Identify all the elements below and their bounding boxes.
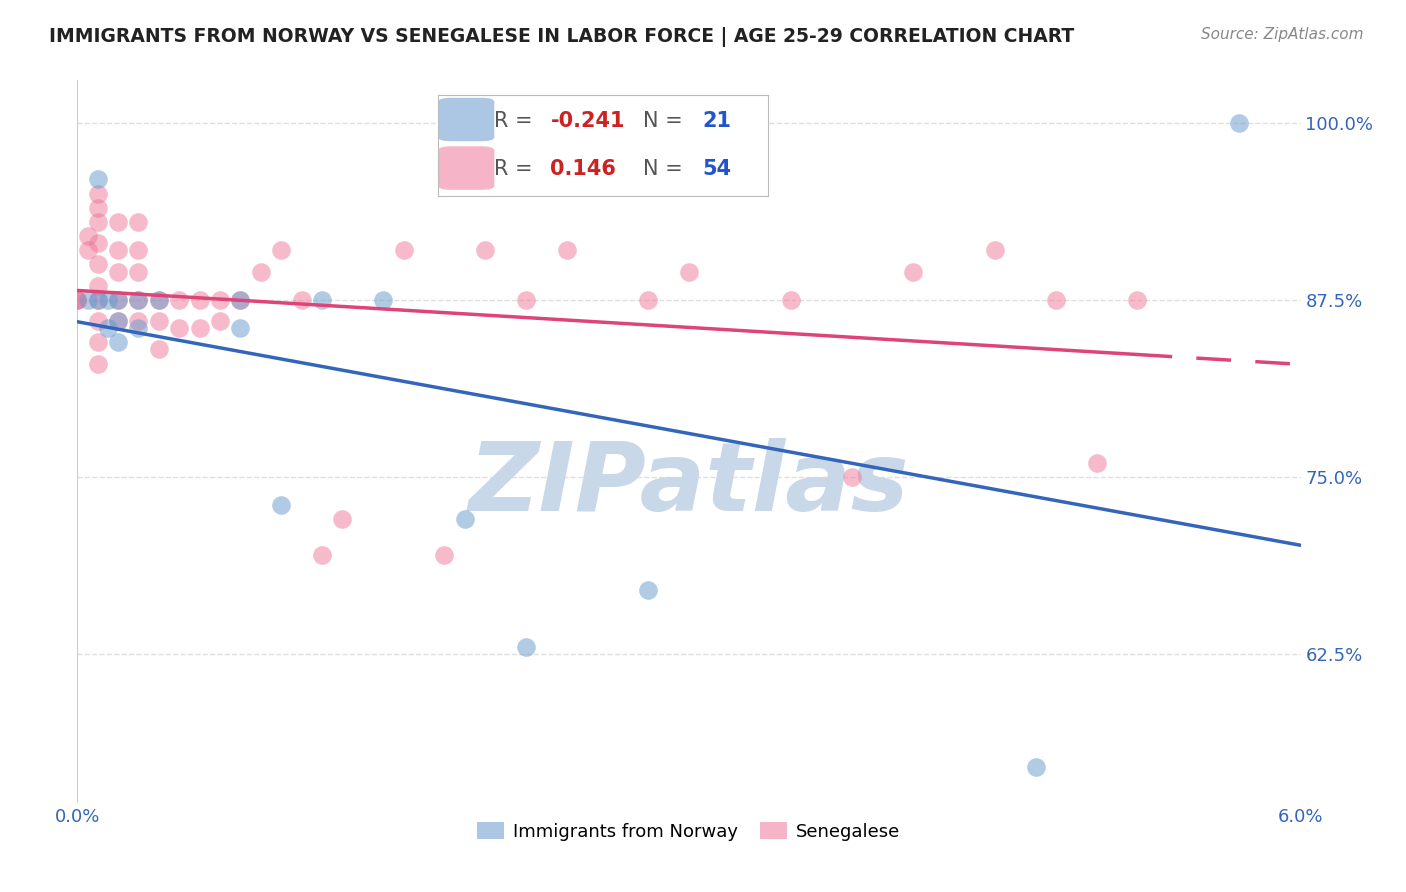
Point	[311, 293, 333, 307]
Point	[515, 640, 537, 654]
Point	[107, 293, 129, 307]
Text: IMMIGRANTS FROM NORWAY VS SENEGALESE IN LABOR FORCE | AGE 25-29 CORRELATION CHAR: IMMIGRANTS FROM NORWAY VS SENEGALESE IN …	[49, 27, 1074, 46]
Legend: Immigrants from Norway, Senegalese: Immigrants from Norway, Senegalese	[470, 814, 908, 848]
Point	[107, 215, 129, 229]
Point	[454, 512, 477, 526]
Point	[515, 293, 537, 307]
Point	[128, 264, 150, 278]
Point	[87, 201, 110, 215]
Point	[148, 343, 170, 357]
Point	[87, 314, 110, 328]
Point	[188, 293, 211, 307]
Point	[148, 314, 170, 328]
Point	[66, 293, 89, 307]
Point	[1045, 293, 1067, 307]
Point	[984, 244, 1007, 258]
Point	[332, 512, 354, 526]
Point	[169, 321, 191, 335]
Point	[87, 293, 110, 307]
Point	[128, 293, 150, 307]
Point	[1085, 456, 1108, 470]
Point	[87, 172, 110, 186]
Point	[87, 186, 110, 201]
Point	[76, 244, 98, 258]
Point	[97, 293, 120, 307]
Point	[128, 314, 150, 328]
Point	[637, 293, 659, 307]
Point	[107, 335, 129, 350]
Point	[107, 244, 129, 258]
Point	[780, 293, 803, 307]
Point	[87, 335, 110, 350]
Point	[107, 264, 129, 278]
Point	[555, 244, 578, 258]
Point	[371, 293, 394, 307]
Point	[87, 278, 110, 293]
Text: ZIPatlas: ZIPatlas	[468, 438, 910, 532]
Point	[270, 498, 292, 512]
Point	[311, 548, 333, 562]
Text: Source: ZipAtlas.com: Source: ZipAtlas.com	[1201, 27, 1364, 42]
Point	[76, 293, 98, 307]
Point	[433, 548, 456, 562]
Point	[229, 321, 252, 335]
Point	[87, 257, 110, 271]
Point	[128, 293, 150, 307]
Point	[87, 215, 110, 229]
Point	[392, 244, 415, 258]
Point	[128, 321, 150, 335]
Point	[97, 321, 120, 335]
Point	[637, 583, 659, 598]
Point	[841, 470, 863, 484]
Point	[107, 293, 129, 307]
Point	[903, 264, 925, 278]
Point	[291, 293, 314, 307]
Point	[128, 244, 150, 258]
Point	[76, 229, 98, 244]
Point	[148, 293, 170, 307]
Point	[1126, 293, 1149, 307]
Point	[229, 293, 252, 307]
Point	[678, 264, 700, 278]
Point	[1025, 760, 1047, 774]
Point	[87, 357, 110, 371]
Point	[148, 293, 170, 307]
Point	[87, 236, 110, 251]
Point	[66, 293, 89, 307]
Point	[1229, 116, 1251, 130]
Point	[270, 244, 292, 258]
Point	[128, 215, 150, 229]
Point	[169, 293, 191, 307]
Point	[209, 314, 232, 328]
Point	[188, 321, 211, 335]
Point	[66, 293, 89, 307]
Point	[107, 314, 129, 328]
Point	[250, 264, 273, 278]
Point	[87, 293, 110, 307]
Point	[107, 314, 129, 328]
Point	[229, 293, 252, 307]
Point	[474, 244, 496, 258]
Point	[209, 293, 232, 307]
